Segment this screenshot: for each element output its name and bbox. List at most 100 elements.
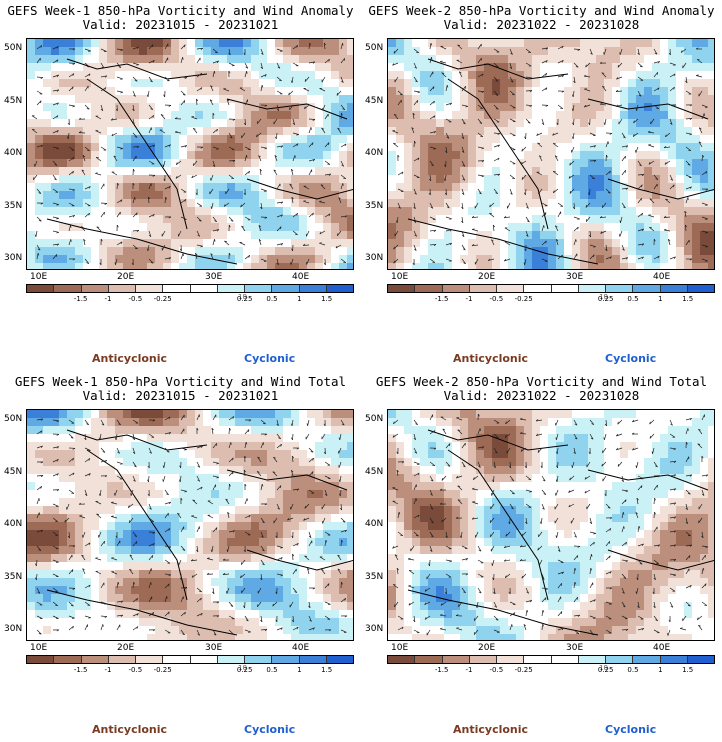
vorticity-cell	[644, 215, 652, 223]
vorticity-cell	[259, 490, 267, 498]
wind-arrow	[602, 85, 607, 92]
vorticity-cell	[259, 79, 267, 87]
vorticity-cell	[275, 578, 283, 586]
wind-arrow	[83, 239, 86, 246]
vorticity-cell	[75, 103, 83, 111]
vorticity-cell	[315, 119, 323, 127]
wind-arrow	[196, 87, 203, 92]
wind-arrow-head	[545, 73, 548, 76]
vorticity-cell	[91, 634, 99, 640]
vorticity-cell	[123, 191, 131, 199]
wind-arrow-head	[132, 168, 135, 172]
vorticity-cell	[99, 514, 107, 522]
vorticity-cell	[147, 175, 155, 183]
wind-arrow-head	[504, 258, 507, 262]
wind-arrow	[324, 113, 329, 120]
vorticity-cell	[291, 434, 299, 442]
vorticity-cell	[59, 490, 67, 498]
wind-arrow-head	[88, 212, 90, 216]
vorticity-cell	[644, 255, 652, 263]
wind-arrow-head	[133, 94, 136, 97]
vorticity-cell	[315, 434, 323, 442]
vorticity-cell	[331, 231, 339, 239]
vorticity-cell	[115, 554, 123, 562]
vorticity-cell	[492, 223, 500, 231]
vorticity-cell	[339, 127, 347, 135]
wind-arrow-head	[433, 148, 436, 150]
vorticity-cell	[27, 47, 35, 55]
vorticity-cell	[35, 151, 43, 159]
vorticity-cell	[123, 602, 131, 610]
vorticity-cell	[291, 207, 299, 215]
vorticity-cell	[331, 135, 339, 143]
vorticity-cell	[323, 103, 331, 111]
vorticity-cell	[51, 562, 59, 570]
vorticity-cell	[179, 63, 187, 71]
wind-arrow-head	[479, 122, 483, 124]
wind-arrow	[276, 201, 283, 204]
vorticity-cell	[163, 458, 171, 466]
wind-arrow-head	[526, 234, 529, 237]
vorticity-cell	[75, 167, 83, 175]
vorticity-cell	[179, 514, 187, 522]
vorticity-cell	[508, 215, 516, 223]
vorticity-cell	[484, 255, 492, 263]
wind-arrow-head	[414, 234, 417, 237]
vorticity-cell	[203, 199, 211, 207]
vorticity-cell	[580, 167, 588, 175]
vorticity-cell	[195, 602, 203, 610]
wind-arrow	[304, 104, 310, 110]
vorticity-cell	[51, 63, 59, 71]
vorticity-cell	[187, 223, 195, 231]
vorticity-cell	[323, 231, 331, 239]
vorticity-cell	[692, 87, 700, 95]
wind-arrow-head	[495, 192, 498, 195]
vorticity-cell	[291, 610, 299, 618]
vorticity-cell	[291, 450, 299, 458]
vorticity-cell	[323, 151, 331, 159]
vorticity-cell	[107, 554, 115, 562]
vorticity-cell	[684, 199, 692, 207]
wind-arrow-head	[449, 102, 452, 106]
vorticity-cell	[291, 578, 299, 586]
vorticity-cell	[339, 239, 347, 247]
wind-arrow	[509, 118, 516, 122]
wind-arrow	[602, 202, 607, 208]
vorticity-cell	[179, 79, 187, 87]
vorticity-cell	[59, 466, 67, 474]
lat-label-30n: 30N	[4, 253, 23, 263]
vorticity-cell	[532, 247, 540, 255]
lat-label-50n: 50N	[4, 43, 23, 53]
wind-arrow-head	[337, 127, 340, 130]
wind-arrow	[605, 170, 611, 176]
vorticity-cell	[195, 191, 203, 199]
vorticity-cell	[660, 119, 668, 127]
vorticity-cell	[155, 610, 163, 618]
vorticity-cell	[43, 498, 51, 506]
wind-arrow	[276, 226, 282, 232]
vorticity-cell	[620, 79, 628, 87]
vorticity-cell	[211, 562, 219, 570]
vorticity-cell	[428, 71, 436, 79]
wind-arrow	[132, 132, 138, 138]
vorticity-cell	[107, 39, 115, 47]
vorticity-cell	[251, 95, 259, 103]
wind-arrow	[289, 104, 294, 111]
vorticity-cell	[460, 71, 468, 79]
wind-arrow-head	[216, 128, 218, 132]
wind-arrow	[525, 48, 531, 53]
vorticity-cell	[315, 514, 323, 522]
vorticity-cell	[155, 159, 163, 167]
vorticity-cell	[299, 199, 307, 207]
wind-arrow	[148, 183, 152, 190]
vorticity-cell	[123, 610, 131, 618]
vorticity-cell	[227, 594, 235, 602]
vorticity-cell	[436, 199, 444, 207]
vorticity-cell	[596, 239, 604, 247]
vorticity-cell	[67, 47, 75, 55]
vorticity-cell	[339, 458, 347, 466]
vorticity-cell	[339, 215, 347, 223]
vorticity-cell	[388, 143, 396, 151]
vorticity-cell	[99, 175, 107, 183]
vorticity-cell	[35, 594, 43, 602]
